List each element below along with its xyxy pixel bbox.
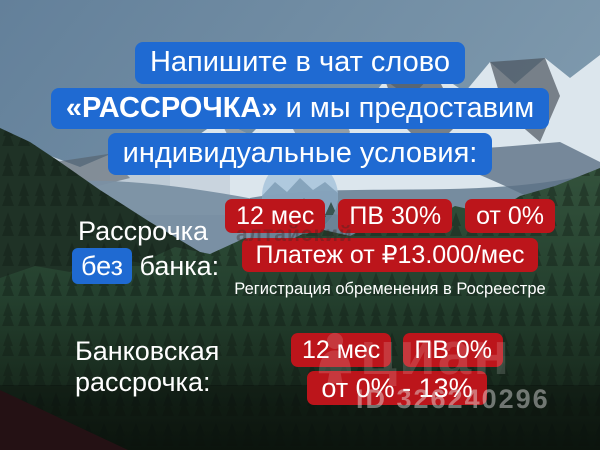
bank-term-badge: 12 мес [290, 333, 392, 367]
no-bank-rate-badge: от 0% [465, 199, 555, 233]
no-bank-payment-badge: Платеж от ₽13.000/мес [242, 238, 538, 272]
cian-watermark: циан [316, 324, 511, 384]
bank-label-line2: рассрочка: [75, 367, 211, 397]
no-bank-badge-row: 12 мес ПВ 30% от 0% [225, 199, 555, 233]
rosreestr-note: Регистрация обременения в Росреестре [234, 280, 546, 298]
bank-label: Банковская рассрочка: [75, 336, 219, 398]
banner-line-2: «РАССРОЧКА» и мы предоставим [50, 87, 550, 130]
no-bank-label: Рассрочка без банка: [72, 214, 219, 284]
bank-label-line1: Банковская [75, 336, 220, 366]
no-bank-term-badge: 12 мес [225, 199, 326, 233]
bank-badge-row: 12 мес ПВ 0% [290, 333, 504, 367]
no-bank-downpayment-badge: ПВ 30% [338, 199, 453, 233]
bank-downpayment-badge: ПВ 0% [403, 333, 504, 367]
bank-conditions: 12 мес ПВ 0% от 0% - 13% [290, 333, 504, 406]
listing-id-watermark: ID 326240296 [356, 384, 550, 414]
no-bank-label-line1: Рассрочка [78, 216, 209, 246]
no-bank-label-line2-rest: банка: [131, 251, 220, 281]
no-bank-conditions: 12 мес ПВ 30% от 0% Платеж от ₽13.000/ме… [225, 199, 555, 299]
no-bank-highlight-badge: без [72, 248, 132, 284]
banner-line-1: Напишите в чат слово [134, 42, 466, 84]
agency-text-watermark: алтайский [236, 223, 353, 246]
banner-line-2-rest: и мы предоставим [277, 91, 535, 124]
banner-keyword: «РАССРОЧКА» [65, 91, 278, 124]
cian-person-icon [318, 332, 352, 384]
cian-watermark-text: циан [360, 320, 512, 387]
no-bank-label-line2: без банка: [72, 248, 219, 284]
banner-line-3: индивидуальные условия: [107, 133, 493, 175]
bank-rate-badge: от 0% - 13% [307, 371, 487, 406]
headline-banner: Напишите в чат слово «РАССРОЧКА» и мы пр… [0, 42, 600, 175]
